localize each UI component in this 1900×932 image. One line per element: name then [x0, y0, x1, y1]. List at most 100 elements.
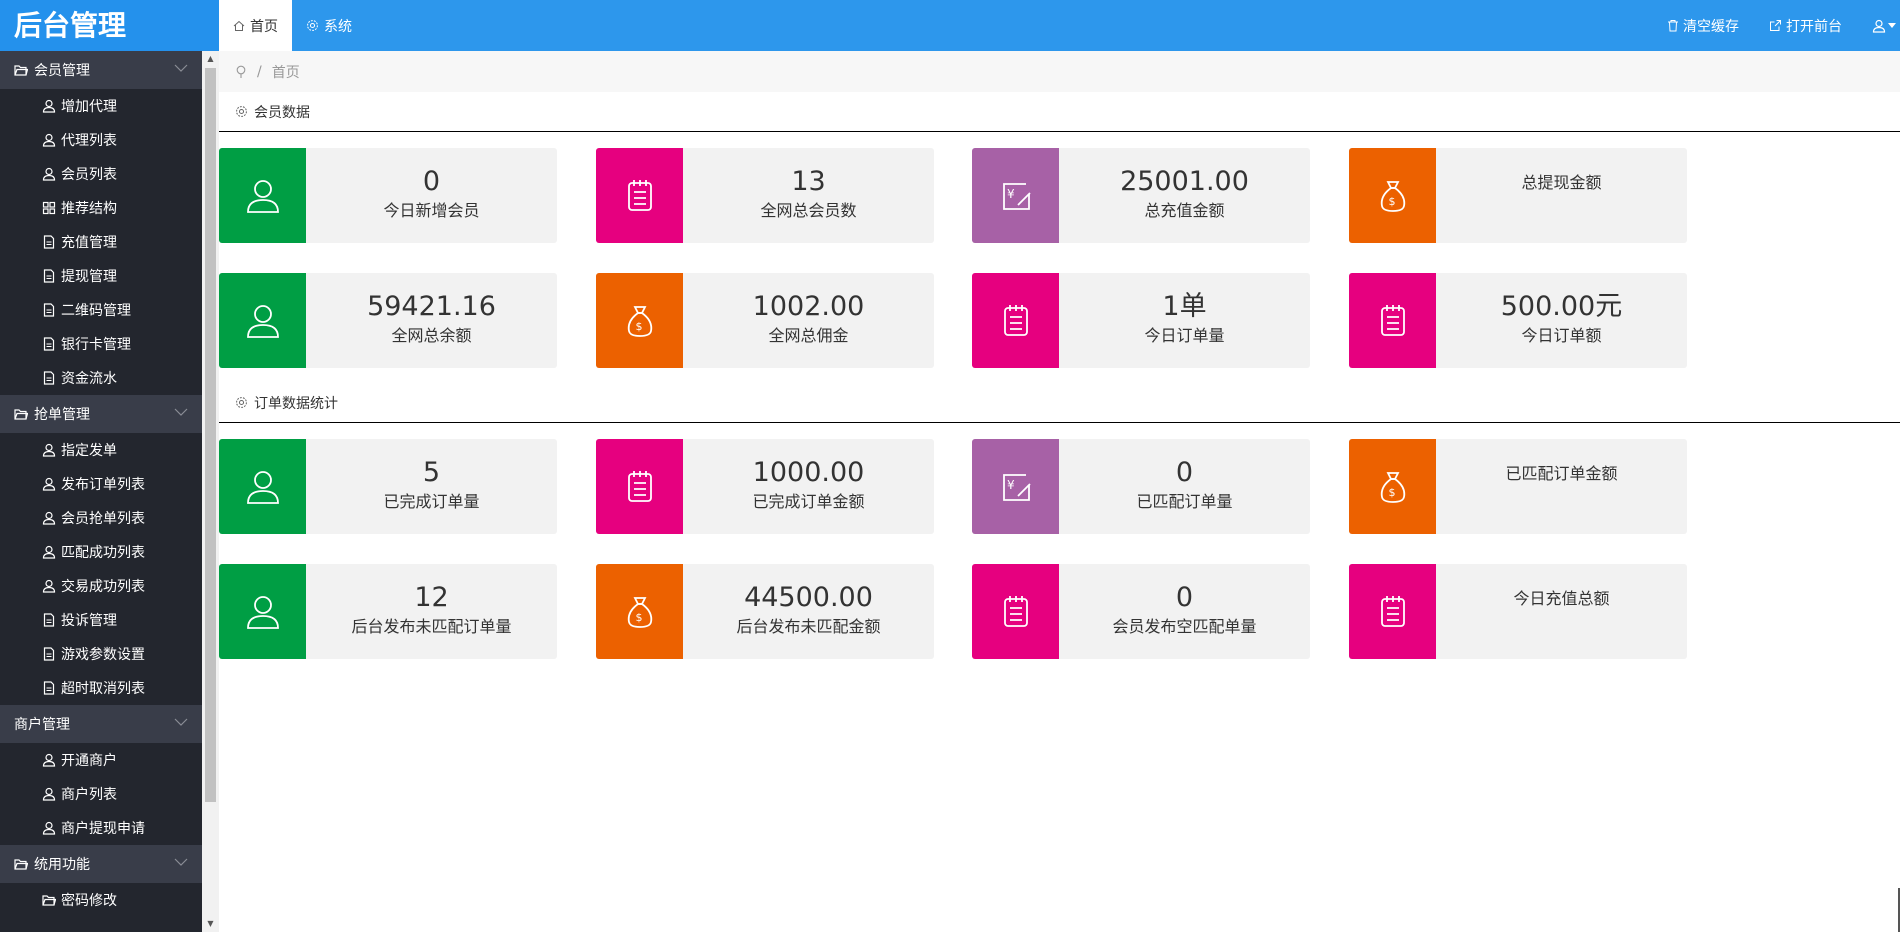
notepad-icon — [620, 176, 660, 216]
folder-open-icon — [14, 407, 28, 421]
scroll-up-arrow[interactable]: ▲ — [207, 54, 214, 63]
sidebar-item-agent-list[interactable]: 代理列表 — [0, 123, 202, 157]
user-menu[interactable] — [1872, 19, 1896, 33]
stat-card-member-empty-match-count[interactable]: 0 会员发布空匹配单量 — [972, 564, 1310, 659]
chevron-down-icon — [174, 63, 188, 73]
sidebar-item-published-orders[interactable]: 发布订单列表 — [0, 467, 202, 501]
sidebar-group-orders[interactable]: 抢单管理 — [0, 395, 202, 433]
sidebar-group-common[interactable]: 统用功能 — [0, 845, 202, 883]
stat-card-total-recharge[interactable]: 25001.00 总充值金额 — [972, 148, 1310, 243]
sidebar-item-timeout-cancel[interactable]: 超时取消列表 — [0, 671, 202, 705]
stat-card-today-order-amount[interactable]: 500.00元 今日订单额 — [1349, 273, 1687, 368]
tab-home[interactable]: 首页 — [219, 0, 292, 51]
stat-card-total-members[interactable]: 13 全网总会员数 — [596, 148, 934, 243]
section-order-stats: 订单数据统计 — [219, 383, 1900, 423]
stat-card-admin-unmatched-count[interactable]: 12 后台发布未匹配订单量 — [219, 564, 557, 659]
sidebar-item-fund-flow[interactable]: 资金流水 — [0, 361, 202, 395]
user-icon — [42, 753, 56, 767]
card-label: 会员发布空匹配单量 — [1112, 617, 1257, 636]
breadcrumb-separator: / — [257, 63, 262, 80]
card-value: 59421.16 — [367, 291, 496, 322]
user-icon — [42, 167, 56, 181]
sidebar-item-label: 代理列表 — [61, 133, 117, 149]
sidebar-group-member[interactable]: 会员管理 — [0, 51, 202, 89]
clear-cache-button[interactable]: 清空缓存 — [1667, 16, 1739, 36]
chevron-down-icon — [174, 407, 188, 417]
sidebar-item-open-merchant[interactable]: 开通商户 — [0, 743, 202, 777]
user-icon — [42, 579, 56, 593]
sidebar-item-trade-success-list[interactable]: 交易成功列表 — [0, 569, 202, 603]
stat-card-admin-unmatched-amount[interactable]: 44500.00 后台发布未匹配金额 — [596, 564, 934, 659]
stat-card-total-commission[interactable]: 1002.00 全网总佣金 — [596, 273, 934, 368]
notepad-icon — [996, 301, 1036, 341]
sidebar-item-assign-order[interactable]: 指定发单 — [0, 433, 202, 467]
scroll-down-arrow[interactable]: ▼ — [207, 919, 214, 928]
sidebar-item-member-grab-orders[interactable]: 会员抢单列表 — [0, 501, 202, 535]
gear-icon — [236, 106, 247, 117]
stat-card-completed-order-count[interactable]: 5 已完成订单量 — [219, 439, 557, 534]
sidebar-item-bank-card[interactable]: 银行卡管理 — [0, 327, 202, 361]
sidebar-item-withdraw[interactable]: 提现管理 — [0, 259, 202, 293]
sidebar-item-member-list[interactable]: 会员列表 — [0, 157, 202, 191]
sidebar-item-recharge[interactable]: 充值管理 — [0, 225, 202, 259]
sidebar-group-merchant[interactable]: 商户管理 — [0, 705, 202, 743]
card-label: 全网总余额 — [391, 326, 472, 345]
sidebar-group-label: 统用功能 — [34, 857, 90, 873]
stat-card-total-withdraw[interactable]: 总提现金额 — [1349, 148, 1687, 243]
card-label: 已匹配订单金额 — [1505, 464, 1618, 483]
app-logo: 后台管理 — [0, 0, 219, 51]
sidebar-item-merchant-withdraw[interactable]: 商户提现申请 — [0, 811, 202, 845]
sidebar-item-referral-tree[interactable]: 推荐结构 — [0, 191, 202, 225]
user-icon — [42, 545, 56, 559]
sidebar-item-game-settings[interactable]: 游戏参数设置 — [0, 637, 202, 671]
sidebar-item-add-agent[interactable]: 增加代理 — [0, 89, 202, 123]
card-label: 全网总佣金 — [768, 326, 849, 345]
card-value: 500.00元 — [1500, 291, 1623, 322]
stat-card-today-order-count[interactable]: 1单 今日订单量 — [972, 273, 1310, 368]
sidebar-item-label: 会员抢单列表 — [61, 511, 145, 527]
open-frontend-button[interactable]: 打开前台 — [1769, 16, 1842, 36]
sidebar-group-label: 抢单管理 — [34, 407, 90, 423]
card-label: 后台发布未匹配金额 — [736, 617, 881, 636]
open-frontend-label: 打开前台 — [1786, 18, 1842, 35]
document-icon — [42, 647, 56, 661]
card-value: 0 — [422, 166, 441, 197]
sidebar-item-change-password[interactable]: 密码修改 — [0, 883, 202, 917]
folder-open-icon — [14, 63, 28, 77]
card-value: 5 — [422, 457, 441, 488]
sidebar-item-matched-list[interactable]: 匹配成功列表 — [0, 535, 202, 569]
document-icon — [42, 235, 56, 249]
tab-system[interactable]: 系统 — [292, 0, 366, 51]
breadcrumb-current[interactable]: 首页 — [271, 64, 300, 81]
user-icon — [243, 176, 283, 216]
card-label: 总提现金额 — [1521, 173, 1602, 192]
card-icon-box — [219, 439, 306, 534]
card-icon-box — [972, 564, 1059, 659]
card-label: 已匹配订单量 — [1136, 492, 1233, 511]
card-icon-box — [972, 439, 1059, 534]
stat-card-completed-order-amount[interactable]: 1000.00 已完成订单金额 — [596, 439, 934, 534]
stat-card-matched-order-count[interactable]: 0 已匹配订单量 — [972, 439, 1310, 534]
user-icon — [42, 99, 56, 113]
sidebar-item-qrcode[interactable]: 二维码管理 — [0, 293, 202, 327]
sidebar-item-complaints[interactable]: 投诉管理 — [0, 603, 202, 637]
user-icon — [42, 787, 56, 801]
sidebar-item-label: 开通商户 — [61, 753, 117, 769]
stat-card-today-recharge-total[interactable]: 今日充值总额 — [1349, 564, 1687, 659]
card-icon-box — [219, 564, 306, 659]
stat-card-total-balance[interactable]: 59421.16 全网总余额 — [219, 273, 557, 368]
card-icon-box — [596, 148, 683, 243]
tab-system-label: 系统 — [324, 18, 352, 35]
stat-card-matched-order-amount[interactable]: 已匹配订单金额 — [1349, 439, 1687, 534]
page-edge-divider — [1898, 888, 1900, 932]
card-value: 44500.00 — [744, 582, 873, 613]
money-bag-icon — [1373, 176, 1413, 216]
sidebar-item-merchant-list[interactable]: 商户列表 — [0, 777, 202, 811]
stat-card-today-new-members[interactable]: 0 今日新增会员 — [219, 148, 557, 243]
user-icon — [42, 477, 56, 491]
section-title-label: 订单数据统计 — [254, 395, 338, 412]
card-value: 0 — [1175, 457, 1194, 488]
card-icon-box — [972, 148, 1059, 243]
sidebar-scrollbar-thumb[interactable] — [205, 68, 216, 802]
card-value: 1000.00 — [752, 457, 865, 488]
